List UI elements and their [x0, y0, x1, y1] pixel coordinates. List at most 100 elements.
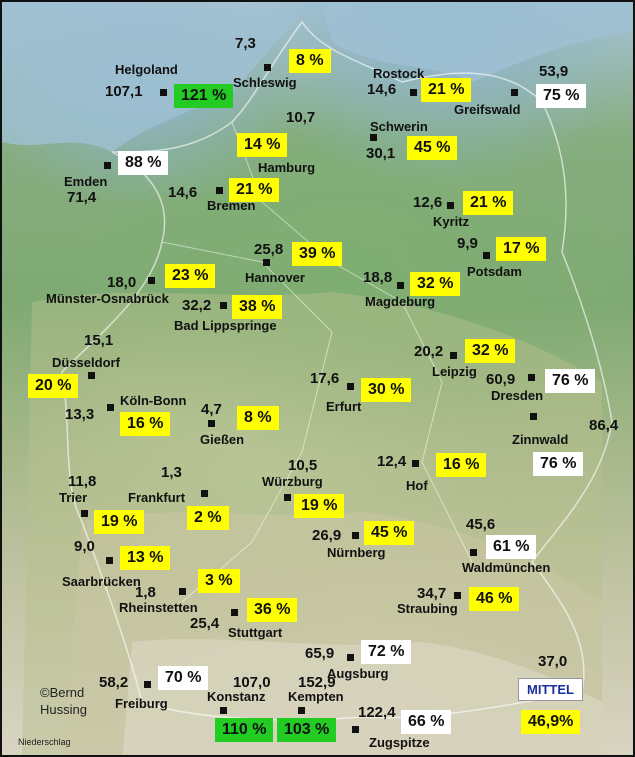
station-kempten-percent: 103 %: [277, 718, 337, 742]
station-erfurt-percent: 30 %: [361, 378, 412, 402]
station-konstanz-name: Konstanz: [207, 689, 266, 704]
station-wuerzburg-marker: [284, 494, 291, 501]
station-schwerin-percent: 45 %: [407, 136, 458, 160]
station-schleswig-marker: [264, 64, 271, 71]
station-dresden-value: 60,9: [486, 371, 516, 388]
station-giessen-marker: [208, 420, 215, 427]
station-saarbruecken-value: 9,0: [74, 538, 95, 555]
station-straubing-value: 34,7: [417, 585, 447, 602]
station-erfurt-name: Erfurt: [326, 399, 362, 414]
station-konstanz-value: 107,0: [233, 674, 271, 691]
station-stuttgart-marker: [231, 609, 238, 616]
station-potsdam-name: Potsdam: [467, 264, 522, 279]
credit: ©Bernd Hussing: [40, 684, 87, 718]
station-greifswald-marker: [511, 89, 518, 96]
station-emden-name: Emden: [64, 174, 108, 189]
station-augsburg-percent: 72 %: [361, 640, 412, 664]
station-duesseldorf-percent: 20 %: [28, 374, 79, 398]
station-schwerin-marker: [370, 134, 377, 141]
station-konstanz-percent: 110 %: [215, 718, 274, 742]
station-frankfurt-marker: [201, 490, 208, 497]
station-duesseldorf-name: Düsseldorf: [52, 355, 120, 370]
station-hof-name: Hof: [406, 478, 428, 493]
footer-label: Niederschlag: [18, 737, 71, 747]
station-hof-percent: 16 %: [436, 453, 487, 477]
credit-line1: ©Bernd: [40, 685, 85, 700]
credit-line2: Hussing: [40, 702, 87, 717]
summary-label: MITTEL: [518, 678, 583, 701]
station-schleswig-percent: 8 %: [289, 49, 331, 73]
station-hamburg-value: 10,7: [286, 109, 316, 126]
station-helgoland-percent: 121 %: [174, 84, 234, 108]
station-waldmuenchen-name: Waldmünchen: [462, 560, 551, 575]
station-helgoland-name: Helgoland: [115, 62, 178, 77]
station-helgoland-value: 107,1: [105, 83, 143, 100]
station-hof-value: 12,4: [377, 453, 407, 470]
station-rostock-marker: [410, 89, 417, 96]
station-saarbruecken-percent: 13 %: [120, 546, 171, 570]
station-hannover-name: Hannover: [245, 270, 305, 285]
station-badlippspringe-marker: [220, 302, 227, 309]
station-dresden-name: Dresden: [491, 388, 544, 403]
station-giessen-percent: 8 %: [237, 406, 279, 430]
station-augsburg-marker: [347, 654, 354, 661]
station-rheinstetten-percent: 3 %: [198, 569, 240, 593]
station-badlippspringe-value: 32,2: [182, 297, 212, 314]
station-leipzig-name: Leipzig: [432, 364, 477, 379]
station-hof-marker: [412, 460, 419, 467]
station-freiburg-percent: 70 %: [158, 666, 209, 690]
station-rostock-percent: 21 %: [421, 78, 472, 102]
station-saarbruecken-name: Saarbrücken: [62, 574, 141, 589]
station-leipzig-marker: [450, 352, 457, 359]
station-bremen-marker: [216, 187, 223, 194]
station-wuerzburg-percent: 19 %: [294, 494, 345, 518]
station-greifswald-name: Greifswald: [454, 102, 521, 117]
station-hannover-percent: 39 %: [292, 242, 343, 266]
station-erfurt-value: 17,6: [310, 370, 340, 387]
station-freiburg-marker: [144, 681, 151, 688]
station-koelnbonn-marker: [107, 404, 114, 411]
station-kempten-name: Kempten: [288, 689, 344, 704]
station-rostock-name: Rostock: [373, 66, 425, 81]
station-hamburg-percent: 14 %: [237, 133, 288, 157]
station-zugspitze-name: Zugspitze: [369, 735, 430, 750]
station-straubing-marker: [454, 592, 461, 599]
station-leipzig-value: 20,2: [414, 343, 444, 360]
summary-percent: 46,9%: [521, 710, 581, 734]
station-frankfurt-value: 1,3: [161, 464, 182, 481]
station-trier-percent: 19 %: [94, 510, 145, 534]
station-frankfurt-percent: 2 %: [187, 506, 229, 530]
station-potsdam-percent: 17 %: [496, 237, 547, 261]
station-nuernberg-value: 26,9: [312, 527, 342, 544]
station-dresden-marker: [528, 374, 535, 381]
station-kempten-marker: [298, 707, 305, 714]
station-kempten-value: 152,9: [298, 674, 336, 691]
station-kyritz-value: 12,6: [413, 194, 443, 211]
station-koelnbonn-value: 13,3: [65, 406, 95, 423]
station-bremen-percent: 21 %: [229, 178, 280, 202]
station-stuttgart-value: 25,4: [190, 615, 220, 632]
station-magdeburg-percent: 32 %: [410, 272, 461, 296]
station-emden-value: 71,4: [67, 189, 97, 206]
station-rheinstetten-name: Rheinstetten: [119, 600, 198, 615]
station-zugspitze-marker: [352, 726, 359, 733]
station-schleswig-value: 7,3: [235, 35, 256, 52]
station-nuernberg-name: Nürnberg: [327, 545, 386, 560]
station-emden-percent: 88 %: [118, 151, 169, 175]
station-helgoland-marker: [160, 89, 167, 96]
station-freiburg-name: Freiburg: [115, 696, 168, 711]
station-saarbruecken-marker: [106, 557, 113, 564]
summary-value: 37,0: [538, 653, 568, 670]
station-stuttgart-name: Stuttgart: [228, 625, 283, 640]
station-schleswig-name: Schleswig: [233, 75, 297, 90]
station-schwerin-name: Schwerin: [370, 119, 428, 134]
station-hannover-marker: [263, 259, 270, 266]
station-bremen-name: Bremen: [207, 198, 256, 213]
station-bremen-value: 14,6: [168, 184, 198, 201]
station-erfurt-marker: [347, 383, 354, 390]
station-emden-marker: [104, 162, 111, 169]
station-stuttgart-percent: 36 %: [247, 598, 298, 622]
station-zinnwald-marker: [530, 413, 537, 420]
